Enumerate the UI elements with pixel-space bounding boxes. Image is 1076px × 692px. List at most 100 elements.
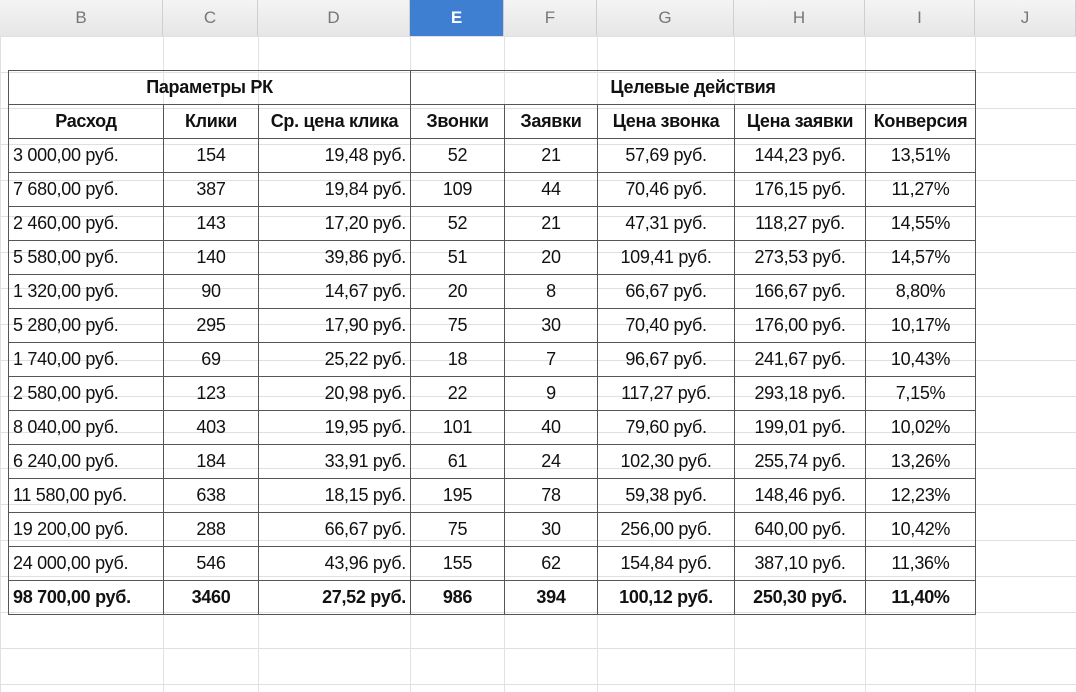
cell-clicks[interactable]: 123 [163,376,259,411]
cell-avg-click-price[interactable]: 14,67 руб. [258,274,411,309]
cell-request-price[interactable]: 255,74 руб. [734,444,866,479]
cell-avg-click-price[interactable]: 66,67 руб. [258,512,411,547]
cell-conversion[interactable]: 12,23% [865,478,976,513]
cell-clicks[interactable]: 143 [163,206,259,241]
total-cell-avg-click-price[interactable]: 27,52 руб. [258,580,411,615]
cell-spend[interactable]: 7 680,00 руб. [8,172,164,207]
cell-avg-click-price[interactable]: 25,22 руб. [258,342,411,377]
cell-request-price[interactable]: 176,00 руб. [734,308,866,343]
cell-calls[interactable]: 52 [410,206,505,241]
cell-calls[interactable]: 75 [410,512,505,547]
cell-requests[interactable]: 40 [504,410,598,445]
cell-conversion[interactable]: 8,80% [865,274,976,309]
cell-conversion[interactable]: 10,17% [865,308,976,343]
cell-calls[interactable]: 51 [410,240,505,275]
cell-calls[interactable]: 61 [410,444,505,479]
cell-call-price[interactable]: 70,46 руб. [597,172,735,207]
cell-call-price[interactable]: 154,84 руб. [597,546,735,581]
cell-clicks[interactable]: 638 [163,478,259,513]
cell-spend[interactable]: 5 280,00 руб. [8,308,164,343]
cell-conversion[interactable]: 10,42% [865,512,976,547]
header-cell-conversion[interactable]: Конверсия [865,104,976,139]
cell-spend[interactable]: 6 240,00 руб. [8,444,164,479]
cell-avg-click-price[interactable]: 19,84 руб. [258,172,411,207]
cell-call-price[interactable]: 59,38 руб. [597,478,735,513]
total-cell-conversion[interactable]: 11,40% [865,580,976,615]
cell-requests[interactable]: 78 [504,478,598,513]
column-header-i[interactable]: I [865,0,975,36]
cell-avg-click-price[interactable]: 33,91 руб. [258,444,411,479]
cell-call-price[interactable]: 79,60 руб. [597,410,735,445]
column-header-c[interactable]: C [163,0,258,36]
cell-spend[interactable]: 1 320,00 руб. [8,274,164,309]
cell-conversion[interactable]: 11,36% [865,546,976,581]
cell-spend[interactable]: 3 000,00 руб. [8,138,164,173]
cell-spend[interactable]: 2 460,00 руб. [8,206,164,241]
cell-avg-click-price[interactable]: 39,86 руб. [258,240,411,275]
total-cell-calls[interactable]: 986 [410,580,505,615]
cell-requests[interactable]: 21 [504,138,598,173]
cell-request-price[interactable]: 176,15 руб. [734,172,866,207]
cell-call-price[interactable]: 57,69 руб. [597,138,735,173]
header-cell-spend[interactable]: Расход [8,104,164,139]
cell-avg-click-price[interactable]: 19,48 руб. [258,138,411,173]
cell-avg-click-price[interactable]: 18,15 руб. [258,478,411,513]
cell-call-price[interactable]: 66,67 руб. [597,274,735,309]
cell-requests[interactable]: 21 [504,206,598,241]
column-header-g[interactable]: G [597,0,734,36]
group-header-campaign-params[interactable]: Параметры РК [8,70,411,105]
cell-requests[interactable]: 44 [504,172,598,207]
cell-conversion[interactable]: 10,43% [865,342,976,377]
cell-avg-click-price[interactable]: 17,20 руб. [258,206,411,241]
cell-requests[interactable]: 30 [504,308,598,343]
cell-clicks[interactable]: 69 [163,342,259,377]
cell-request-price[interactable]: 199,01 руб. [734,410,866,445]
cell-call-price[interactable]: 96,67 руб. [597,342,735,377]
column-header-h[interactable]: H [734,0,865,36]
cell-calls[interactable]: 20 [410,274,505,309]
cell-call-price[interactable]: 109,41 руб. [597,240,735,275]
column-header-d[interactable]: D [258,0,410,36]
cell-requests[interactable]: 20 [504,240,598,275]
cell-spend[interactable]: 11 580,00 руб. [8,478,164,513]
cell-clicks[interactable]: 140 [163,240,259,275]
cell-call-price[interactable]: 256,00 руб. [597,512,735,547]
header-cell-avg-click-price[interactable]: Ср. цена клика [258,104,411,139]
cell-request-price[interactable]: 273,53 руб. [734,240,866,275]
total-cell-request-price[interactable]: 250,30 руб. [734,580,866,615]
cell-clicks[interactable]: 546 [163,546,259,581]
cell-requests[interactable]: 9 [504,376,598,411]
cell-call-price[interactable]: 102,30 руб. [597,444,735,479]
cell-request-price[interactable]: 148,46 руб. [734,478,866,513]
cell-conversion[interactable]: 10,02% [865,410,976,445]
cell-requests[interactable]: 30 [504,512,598,547]
cell-spend[interactable]: 1 740,00 руб. [8,342,164,377]
cell-calls[interactable]: 155 [410,546,505,581]
cell-calls[interactable]: 52 [410,138,505,173]
column-header-b[interactable]: B [0,0,163,36]
cell-calls[interactable]: 18 [410,342,505,377]
total-cell-call-price[interactable]: 100,12 руб. [597,580,735,615]
cell-requests[interactable]: 7 [504,342,598,377]
cell-clicks[interactable]: 184 [163,444,259,479]
cell-clicks[interactable]: 288 [163,512,259,547]
cell-conversion[interactable]: 14,55% [865,206,976,241]
cell-calls[interactable]: 22 [410,376,505,411]
cell-requests[interactable]: 24 [504,444,598,479]
header-cell-clicks[interactable]: Клики [163,104,259,139]
cell-spend[interactable]: 8 040,00 руб. [8,410,164,445]
cell-request-price[interactable]: 144,23 руб. [734,138,866,173]
cell-calls[interactable]: 75 [410,308,505,343]
total-cell-spend[interactable]: 98 700,00 руб. [8,580,164,615]
group-header-target-actions[interactable]: Целевые действия [410,70,976,105]
cell-call-price[interactable]: 47,31 руб. [597,206,735,241]
cell-spend[interactable]: 24 000,00 руб. [8,546,164,581]
header-cell-requests[interactable]: Заявки [504,104,598,139]
column-header-j[interactable]: J [975,0,1076,36]
total-cell-clicks[interactable]: 3460 [163,580,259,615]
cell-spend[interactable]: 19 200,00 руб. [8,512,164,547]
header-cell-request-price[interactable]: Цена заявки [734,104,866,139]
cell-request-price[interactable]: 293,18 руб. [734,376,866,411]
cell-conversion[interactable]: 7,15% [865,376,976,411]
cell-call-price[interactable]: 70,40 руб. [597,308,735,343]
